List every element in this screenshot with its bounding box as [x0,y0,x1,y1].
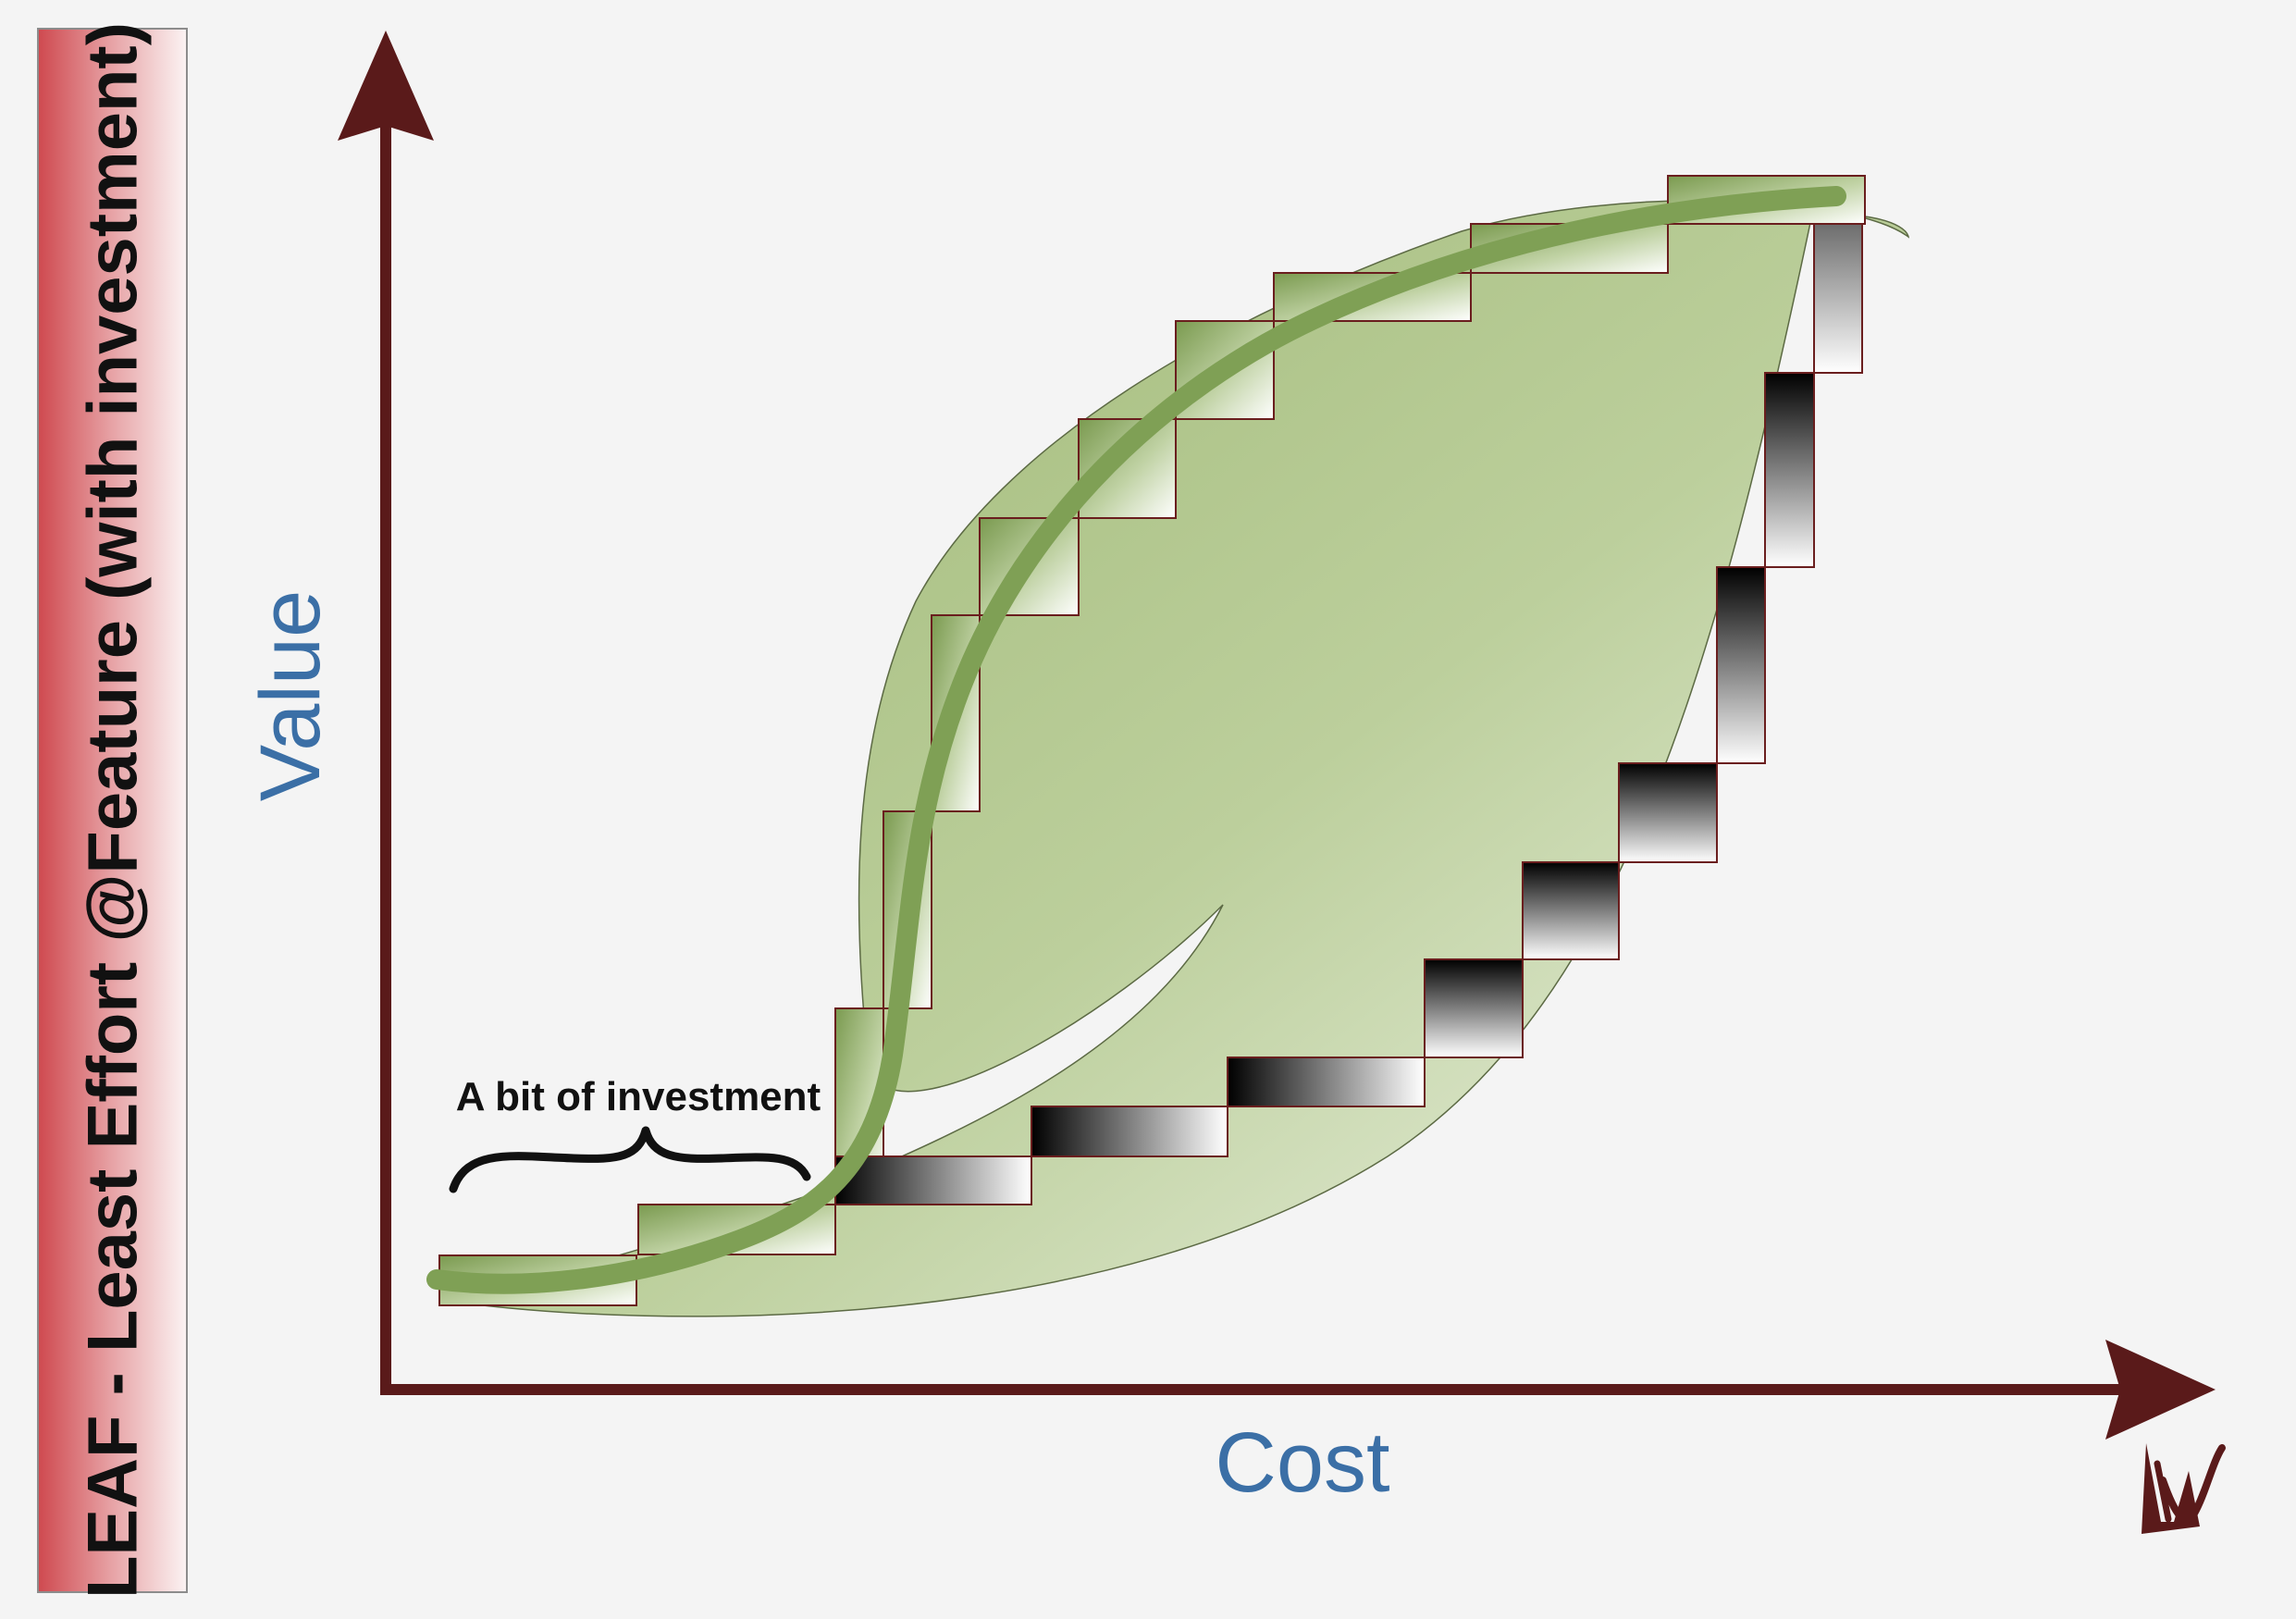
y-axis-label: Value [243,590,338,801]
x-axis-arrow [2105,1340,2216,1440]
investment-annotation: A bit of investment [456,1074,821,1119]
dark-block [1031,1106,1228,1157]
dark-block [1424,958,1524,1058]
dark-block [1764,372,1815,568]
y-axis-arrow [338,31,434,141]
value-curve [426,186,1846,1294]
dark-block [1716,566,1766,764]
title-band: LEAF - Least Effort @Feature (with inves… [37,22,188,1599]
axes [338,31,2216,1440]
dark-block [834,1156,1032,1205]
dark-block [1227,1057,1426,1107]
investment-brace [449,1126,811,1193]
leaf-shape [438,200,1910,1317]
x-axis-label: Cost [1215,1415,1389,1510]
signature-logo [2142,1443,2226,1534]
dark-block [1522,861,1620,960]
dark-block [1618,762,1718,863]
dark-block [1813,223,1863,374]
